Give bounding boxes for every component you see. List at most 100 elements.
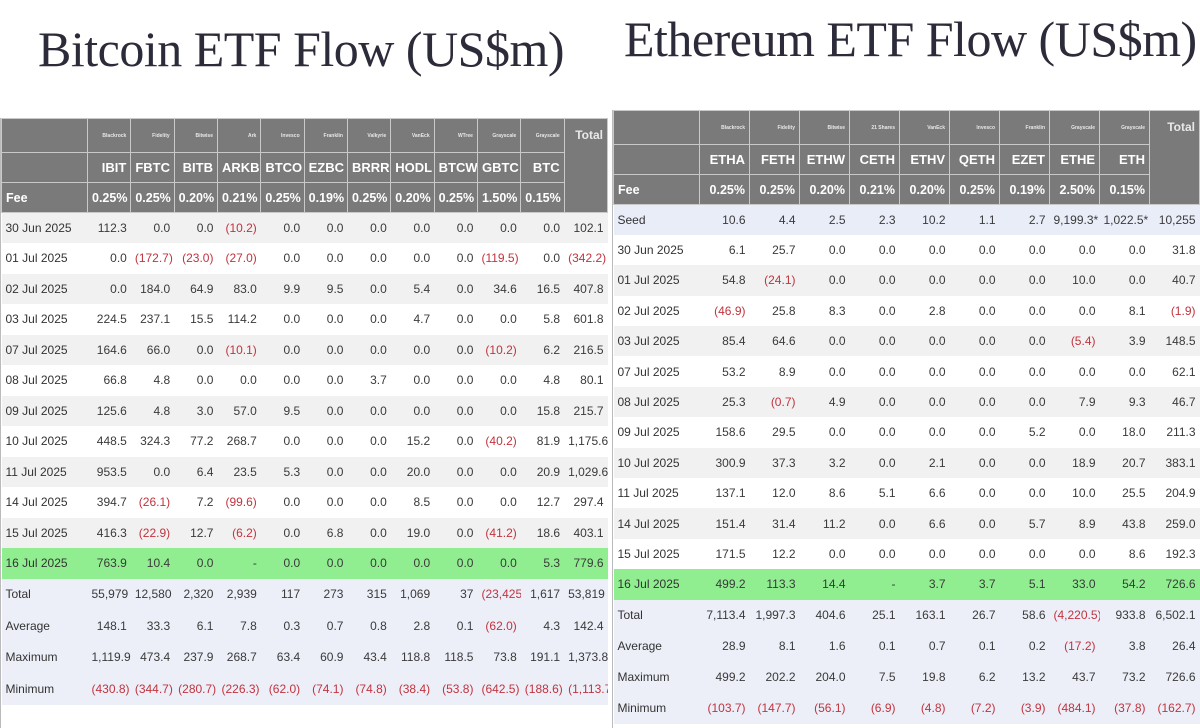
flow-cell: 0.0	[1049, 417, 1100, 448]
flow-cell: 0.0	[260, 548, 305, 579]
issuer-header: Blackrock	[699, 110, 750, 145]
flow-cell: 53.2	[699, 356, 750, 387]
flow-cell: 55,979	[87, 578, 131, 610]
row-label: 10 Jul 2025	[613, 447, 700, 479]
flow-cell: 0.0	[1099, 356, 1150, 387]
row-label: 02 Jul 2025	[613, 295, 700, 327]
flow-cell: 0.0	[899, 265, 950, 296]
flow-cell: 0.0	[999, 234, 1050, 266]
flow-cell: 0.1	[949, 630, 1000, 662]
flow-cell: 25.7	[749, 234, 800, 266]
flow-cell: 0.0	[87, 243, 131, 274]
flow-cell: 0.0	[434, 426, 478, 457]
ticker-header: FETH	[749, 144, 800, 175]
total-cell: 148.5	[1149, 326, 1200, 357]
total-cell: (1,113.7)	[564, 673, 608, 705]
row-label: 09 Jul 2025	[613, 417, 700, 448]
flow-cell: 4.8	[520, 365, 565, 396]
fee-value: 0.25%	[260, 182, 305, 213]
flow-cell: 0.0	[434, 365, 478, 396]
flow-cell: 9.5	[260, 395, 305, 426]
flow-cell: 0.0	[849, 295, 900, 327]
total-cell: 383.1	[1149, 447, 1200, 479]
flow-cell: 0.0	[477, 365, 521, 396]
corner-cell	[613, 110, 700, 145]
issuer-header: 21 Shares	[849, 110, 900, 145]
flow-cell: 0.0	[174, 365, 218, 396]
issuer-header: Grayscale	[1049, 110, 1100, 145]
table-row: 08 Jul 2025 25.3 (0.7) 4.9 0.0 0.0 0.0 0.0 7.9 9.…	[613, 386, 1200, 418]
flow-cell: 473.4	[130, 641, 175, 673]
fee-value: 0.20%	[390, 182, 435, 213]
flow-cell: 9.5	[304, 273, 348, 304]
row-label: 07 Jul 2025	[1, 334, 88, 365]
flow-cell: 204.0	[799, 661, 850, 693]
flow-cell: (40.2)	[477, 426, 521, 457]
row-label: 30 Jun 2025	[613, 234, 700, 266]
flow-cell: 0.0	[520, 243, 565, 274]
total-cell: 102.1	[564, 212, 608, 243]
flow-cell: 0.0	[304, 487, 348, 518]
flow-cell: 0.0	[390, 212, 435, 243]
row-label: 16 Jul 2025	[1, 548, 88, 579]
flow-cell: 0.0	[949, 326, 1000, 357]
flow-cell: 0.0	[999, 538, 1050, 570]
flow-cell: 8.1	[1099, 295, 1150, 327]
issuer-header: Bitwise	[799, 110, 850, 145]
flow-cell: 0.0	[849, 356, 900, 387]
total-cell: (1.9)	[1149, 295, 1200, 327]
flow-cell: 73.2	[1099, 661, 1150, 693]
flow-cell: 23.5	[217, 456, 261, 487]
ticker-header: BITB	[173, 152, 218, 183]
flow-cell: 0.0	[304, 426, 348, 457]
flow-cell: 151.4	[699, 508, 750, 539]
flow-cell: 7.9	[1049, 386, 1100, 418]
flow-cell: 0.0	[949, 356, 1000, 387]
total-cell: 601.8	[564, 304, 608, 335]
flow-cell: 448.5	[87, 426, 131, 457]
flow-cell: 0.0	[347, 395, 391, 426]
flow-cell: 20.0	[390, 456, 435, 487]
flow-cell: 0.0	[260, 517, 305, 548]
flow-cell: 60.9	[304, 641, 348, 673]
flow-cell: (10.1)	[217, 334, 261, 365]
flow-cell: (27.0)	[217, 243, 261, 274]
flow-cell: 0.0	[260, 487, 305, 518]
flow-cell: 0.0	[849, 326, 900, 357]
flow-cell: 0.0	[899, 356, 950, 387]
table-row: 11 Jul 2025 137.1 12.0 8.6 5.1 6.6 0.0 0.0 10.0 2…	[613, 478, 1200, 509]
flow-cell: 0.0	[1049, 356, 1100, 387]
flow-cell: 64.9	[174, 273, 218, 304]
fee-value: 0.25%	[699, 174, 750, 205]
total-cell: 215.7	[564, 395, 608, 426]
table-row: 03 Jul 2025 224.5 237.1 15.5 114.2 0.0 0.0 0.0 4…	[1, 304, 608, 335]
table-row: 09 Jul 2025 125.6 4.8 3.0 57.0 9.5 0.0 0.0 0.0 0.…	[1, 395, 608, 426]
flow-cell: 8.9	[1049, 508, 1100, 539]
total-cell: 46.7	[1149, 386, 1200, 418]
flow-cell: 6.8	[304, 517, 348, 548]
flow-cell: 0.0	[477, 456, 521, 487]
flow-cell: 202.2	[749, 661, 800, 693]
row-label: 10 Jul 2025	[1, 426, 88, 457]
flow-cell: 237.9	[174, 641, 218, 673]
flow-cell: 5.8	[520, 304, 565, 335]
flow-cell: 0.0	[347, 273, 391, 304]
ethereum-table-title: Ethereum ETF Flow (US$m)	[624, 11, 1197, 67]
flow-cell: 237.1	[130, 304, 175, 335]
table-row: 01 Jul 2025 54.8 (24.1) 0.0 0.0 0.0 0.0 0.0 10.0…	[613, 265, 1200, 296]
flow-cell: 10.2	[899, 204, 950, 235]
flow-cell: 0.0	[477, 212, 521, 243]
flow-cell: 0.0	[899, 417, 950, 448]
fee-value: 0.15%	[520, 182, 565, 213]
row-label: 03 Jul 2025	[613, 326, 700, 357]
flow-cell: 137.1	[699, 478, 750, 509]
flow-cell: 18.0	[1099, 417, 1150, 448]
flow-cell: 66.8	[87, 365, 131, 396]
flow-cell: 0.0	[390, 334, 435, 365]
total-cell: 6,502.1	[1149, 599, 1200, 631]
flow-cell: 29.5	[749, 417, 800, 448]
flow-cell: (6.9)	[849, 692, 900, 724]
flow-cell: 2,939	[217, 578, 261, 610]
flow-cell: 10.0	[1049, 478, 1100, 509]
flow-cell: 2.1	[899, 447, 950, 479]
